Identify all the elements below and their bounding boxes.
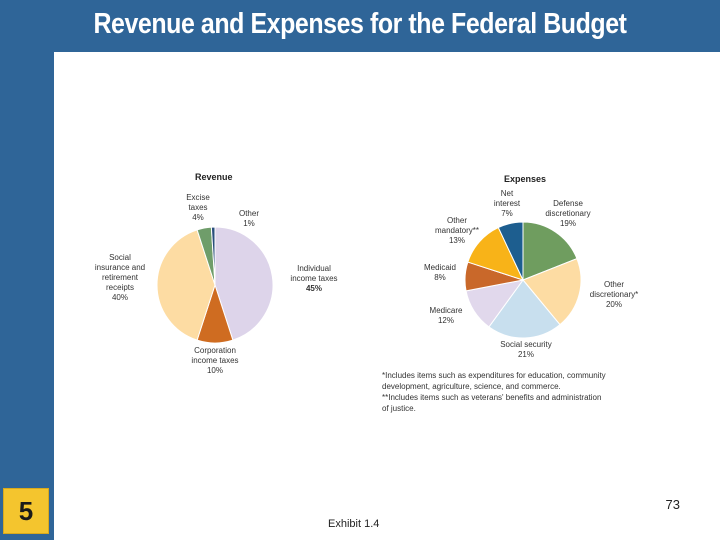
revenue-label-individual-income-taxes: Individual income taxes 45% bbox=[290, 264, 337, 293]
slide-number-badge: 5 bbox=[3, 488, 49, 534]
revenue-label-excise-taxes: Excise taxes 4% bbox=[186, 193, 210, 222]
expenses-footnote-4: of justice. bbox=[382, 404, 416, 413]
expenses-footnote-3: **Includes items such as veterans' benef… bbox=[382, 393, 601, 402]
revenue-slice-other bbox=[210, 226, 216, 286]
exhibit-caption: Exhibit 1.4 bbox=[328, 518, 380, 530]
expenses-slice-defense-discretionary bbox=[522, 221, 578, 281]
expenses-label-medicaid: Medicaid 8% bbox=[424, 263, 456, 282]
slide-title: Revenue and Expenses for the Federal Bud… bbox=[93, 8, 627, 40]
revenue-label-social-insurance-and-retirement-receipts: Social insurance and retirement receipts 40% bbox=[95, 253, 145, 302]
expenses-label-social-security: Social security 21% bbox=[500, 340, 552, 359]
revenue-label-corporation-income-taxes: Corporation income taxes 10% bbox=[191, 346, 238, 375]
expenses-slice-net-interest bbox=[497, 221, 524, 281]
revenue-title: Revenue bbox=[195, 172, 233, 182]
slide-number: 5 bbox=[18, 495, 34, 526]
expenses-slice-social-security bbox=[488, 279, 561, 339]
left-sidebar-bar bbox=[0, 52, 54, 540]
revenue-slice-individual-income-taxes bbox=[214, 226, 274, 341]
expenses-label-medicare: Medicare 12% bbox=[430, 306, 463, 325]
expenses-label-defense-discretionary: Defense discretionary 19% bbox=[545, 199, 590, 228]
revenue-slice-social-insurance-and-retirement-receipts bbox=[156, 229, 216, 341]
expenses-footnote-1: *Includes items such as expenditures for… bbox=[382, 371, 606, 380]
page-number: 73 bbox=[665, 497, 680, 512]
expenses-title: Expenses bbox=[504, 174, 546, 184]
expenses-label-net-interest: Net interest 7% bbox=[494, 189, 521, 218]
expenses-label-other-discretionary: Other discretionary* 20% bbox=[590, 280, 638, 309]
expenses-slice-other-discretionary bbox=[522, 258, 582, 326]
revenue-label-other: Other 1% bbox=[239, 209, 259, 228]
expenses-footnote-2: development, agriculture, science, and c… bbox=[382, 382, 561, 391]
expenses-label-other-mandatory: Other mandatory** 13% bbox=[435, 216, 479, 245]
